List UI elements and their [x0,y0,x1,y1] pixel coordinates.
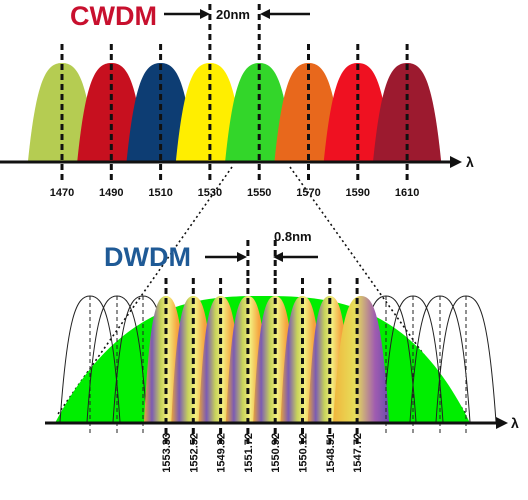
arrowhead-left-icon [273,252,283,262]
axis-arrow-icon [450,156,462,168]
dwdm-tick-label: 1549.32 [216,433,228,473]
cwdm-tick-label: 1470 [50,187,74,199]
dwdm-section: DWDM 0.8nm λ 1553.33 1552.52 1549.32 1551.7… [45,229,519,473]
dwdm-tick-label: 1548.51 [325,433,337,473]
dwdm-axis-symbol: λ [511,415,519,431]
dwdm-tick-label: 1550.12 [298,433,310,473]
arrowhead-right-icon [237,252,247,262]
dwdm-peak-1547.72 [333,296,390,422]
cwdm-spacing-indicator: 20nm [164,7,310,22]
cwdm-channel-markers [60,4,409,182]
dwdm-tick-label: 1552.52 [188,433,200,473]
cwdm-peak-1510 [126,63,195,161]
dwdm-tick-label: 1551.72 [243,433,255,473]
arrowhead-left-icon [260,9,270,19]
cwdm-spacing-label: 20nm [216,7,250,22]
zoom-line-left [57,166,233,415]
cwdm-title: CWDM [70,1,157,31]
dwdm-tick-label: 1553.33 [161,433,173,473]
dwdm-axis: λ [45,415,519,431]
cwdm-tick-label: 1490 [99,187,123,199]
cwdm-tick-label: 1590 [346,187,370,199]
cwdm-section: CWDM 20nm λ 1470149015101530155015701590… [0,1,474,199]
dwdm-unused-markers [89,296,467,436]
zoom-line-right [289,166,467,415]
cwdm-axis-symbol: λ [466,154,474,170]
cwdm-peak-1590 [323,63,392,161]
cwdm-tick-label: 1550 [247,187,271,199]
zoom-projection-lines [57,166,467,415]
dwdm-spacing-label: 0.8nm [274,229,312,244]
dwdm-channel-markers [164,240,359,448]
cwdm-peak-1470 [28,63,96,161]
cwdm-peak-1610 [373,63,442,161]
dwdm-spacing-indicator: 0.8nm [205,229,318,262]
cwdm-peak-1550 [225,63,294,161]
cwdm-tick-label: 1530 [198,187,222,199]
dwdm-tick-label: 1550.92 [270,433,282,473]
arrowhead-right-icon [200,9,210,19]
cwdm-channel-peaks [28,63,442,161]
dwdm-tick-labels: 1553.33 1552.52 1549.32 1551.72 1550.92 1550.… [161,433,364,473]
cwdm-peak-1490 [77,63,146,161]
cwdm-tick-label: 1510 [148,187,172,199]
cwdm-axis: λ [0,154,474,170]
cwdm-tick-labels: 14701490151015301550157015901610 [50,187,420,199]
cwdm-tick-label: 1610 [395,187,419,199]
dwdm-tick-label: 1547.72 [352,433,364,473]
cwdm-peak-1570 [274,63,343,161]
dwdm-title: DWDM [104,242,191,272]
axis-arrow-icon [496,417,508,429]
cwdm-peak-1530 [175,63,244,161]
